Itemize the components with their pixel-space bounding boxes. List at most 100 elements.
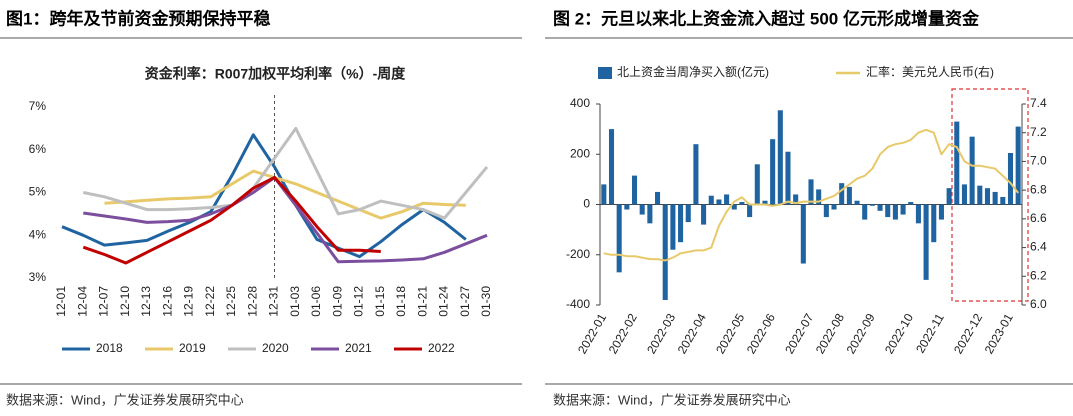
y-tick-label: 6% [29,142,47,156]
chart-title: 资金利率：R007加权平均利率（%）-周度 [145,66,407,82]
legend-label: 2021 [345,341,372,355]
bar [961,184,967,205]
y2-tick-label: 6.8 [1030,182,1047,196]
source-note: 数据来源：Wind，广发证券发展研究中心 [553,392,791,407]
bar [708,195,714,205]
x-tick-label: 2023-01 [982,311,1016,356]
bar [877,204,883,211]
bar [885,204,891,218]
x-tick-label: 12-19 [182,286,196,317]
x-tick-label: 01-12 [352,286,366,317]
bar [915,204,921,224]
x-tick-label: 12-10 [118,286,132,317]
bar [846,186,852,205]
legend-label: 2020 [262,341,289,355]
bar [601,184,607,205]
y2-tick-label: 7.0 [1030,154,1047,168]
bar [984,188,991,205]
x-tick-label: 2022-01 [575,311,609,356]
x-tick-label: 2022-08 [813,311,847,356]
bar [701,204,707,225]
bar [808,179,814,205]
bar [739,201,745,205]
bar [977,185,983,205]
x-tick-label: 01-30 [479,286,493,317]
bar [800,204,806,264]
x-tick-label: 2022-09 [844,311,878,356]
x-tick-label: 2022-10 [882,311,916,356]
x-tick-label: 01-24 [437,286,451,317]
bar [624,204,630,210]
bar [892,204,898,220]
bar [678,204,684,243]
y2-tick-label: 6.2 [1030,268,1047,282]
series-line [603,128,1019,262]
y2-tick-label: 6.4 [1030,240,1047,254]
y-tick-label: -200 [566,247,590,261]
x-tick-label: 2022-04 [675,311,709,356]
bar [900,204,906,215]
bar [831,204,837,210]
figure-caption: 图 2：元旦以来北上资金流入超过 500 亿元形成增量资金 [553,8,980,28]
x-tick-label: 12-13 [139,286,153,317]
y-tick-label: 3% [29,270,47,284]
bar [923,204,929,280]
legend-label: 汇率：美元兑人民币(右) [866,64,994,79]
bar [724,194,730,205]
y-tick-label: 200 [570,146,590,160]
y-tick-label: 4% [29,227,47,241]
bar [662,204,668,300]
y2-tick-label: 7.2 [1030,125,1047,139]
x-tick-label: 12-01 [54,286,68,317]
x-tick-label: 2022-12 [951,311,985,356]
x-tick-label: 01-15 [373,286,387,317]
legend-swatch [598,67,612,79]
x-tick-label: 01-06 [309,286,323,317]
x-tick-label: 12-22 [203,286,217,317]
bar [639,204,645,215]
bar [762,200,768,205]
bar [854,200,860,205]
x-tick-label: 2022-05 [713,311,747,356]
bar [716,199,722,205]
bar [839,183,845,205]
legend-label: 2018 [96,341,123,355]
bar [631,175,638,205]
bar [823,204,829,218]
bar [747,204,753,218]
x-tick-label: 12-28 [245,286,259,317]
x-tick-label: 12-31 [267,286,281,317]
bar [647,204,653,224]
bar [770,139,776,205]
bar [816,189,822,205]
x-tick-label: 01-27 [458,286,472,317]
y-tick-label: 400 [570,96,590,110]
bar [946,188,952,205]
series-line [83,126,489,220]
bar [670,204,676,250]
x-tick-label: 01-21 [415,286,429,317]
series-line [104,169,466,220]
y2-tick-label: 6.6 [1030,211,1047,225]
y-tick-label: 0 [583,197,590,211]
bar [777,110,783,205]
bar [992,191,998,205]
bar [1007,152,1014,205]
bar [862,204,868,220]
y2-tick-label: 6.0 [1030,297,1047,311]
y2-tick-label: 7.4 [1030,96,1047,110]
legend-label: 北上资金当周净买入额(亿元) [617,64,769,79]
bar [616,204,622,273]
x-tick-label: 2022-06 [744,311,778,356]
bar [731,204,737,210]
bar [1000,196,1006,205]
bar [693,144,699,205]
x-tick-label: 01-03 [288,286,302,317]
bar [655,191,661,205]
bar [869,204,875,206]
y-tick-label: 5% [29,185,47,199]
bar [754,164,760,205]
x-tick-label: 2022-02 [606,311,640,356]
y-tick-label: -400 [566,297,590,311]
